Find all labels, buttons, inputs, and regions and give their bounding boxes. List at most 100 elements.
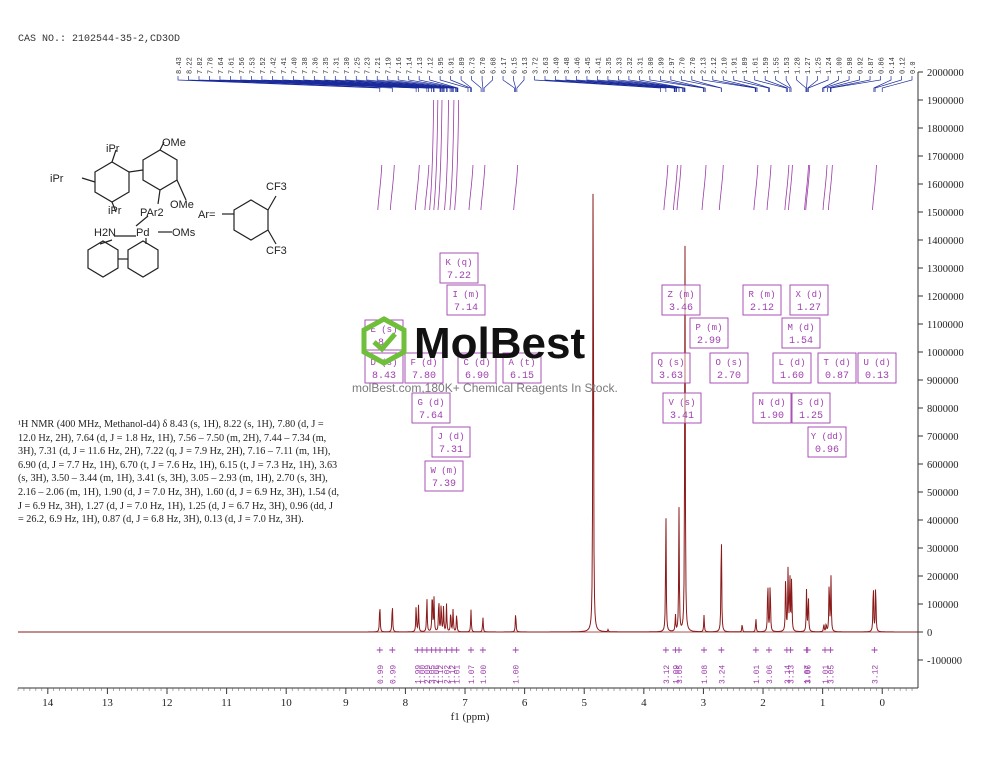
integral-value: 1.01 [822, 665, 831, 684]
y-tick-label: 800000 [927, 404, 959, 415]
y-tick-label: 1200000 [927, 292, 964, 303]
structure-label: iPr [106, 143, 120, 155]
peak-shift-label: 0.86 [879, 57, 887, 74]
integral-value: 3.12 [871, 665, 880, 684]
assignment-shift: 0.87 [825, 371, 849, 382]
peak-label-leader [796, 76, 807, 92]
peak-label-leader [303, 76, 443, 92]
peak-shift-label: 3.00 [648, 57, 656, 74]
peak-shift-label: 0.0 [910, 61, 918, 74]
peak-shift-label: 3.35 [606, 57, 614, 74]
peak-label-leader [324, 76, 445, 92]
integral-value: 3.05 [676, 665, 685, 684]
structure-label: OMs [172, 227, 196, 239]
assignment-box: J (d) 7.31 [431, 426, 471, 458]
integral-value: 0.99 [389, 665, 398, 684]
assignment-letter: P (m) [695, 323, 722, 333]
integral-curve [753, 164, 759, 211]
assignment-shift: 3.46 [669, 303, 693, 314]
integral-value: 1.07 [804, 665, 813, 684]
peak-shift-label: 3.72 [533, 57, 541, 74]
structure-label: OMe [162, 137, 186, 149]
assignment-box: R (m) 2.12 [742, 284, 782, 316]
y-tick-label: 700000 [927, 432, 959, 443]
peak-shift-label: 7.40 [291, 57, 299, 74]
peak-shift-label: 6.73 [470, 57, 478, 74]
assignment-shift: 2.12 [750, 303, 774, 314]
integral-value: 1.12 [449, 665, 458, 684]
assignment-box: Y (dd) 0.96 [807, 426, 847, 458]
integral-value: 2.09 [424, 665, 433, 684]
x-tick-label: 14 [42, 697, 54, 709]
integral-curve [784, 164, 790, 211]
x-tick-label: 3 [701, 697, 707, 709]
integral-value: 1.09 [672, 665, 681, 684]
peak-shift-label: 3.48 [564, 57, 572, 74]
assignment-shift: 1.60 [780, 371, 804, 382]
assignment-letter: M (d) [787, 323, 814, 333]
peak-shift-label: 6.17 [501, 57, 509, 74]
assignment-box-frame [661, 284, 701, 316]
peak-label-leader [822, 76, 839, 92]
y-tick-label: 2000000 [927, 68, 964, 79]
peak-shift-label: 3.41 [595, 57, 603, 74]
peak-shift-label: 7.82 [197, 57, 205, 74]
peak-shift-label: 0.92 [858, 57, 866, 74]
integral-curve [788, 164, 793, 211]
peak-label-leader [313, 76, 444, 92]
assignment-box: T (d) 0.87 [817, 352, 857, 384]
integral-value: 1.08 [701, 665, 710, 684]
peak-label-leader [471, 76, 482, 92]
spectrum-trace-layer [18, 193, 918, 633]
assignment-box-frame [709, 352, 749, 384]
peak-shift-label: 6.13 [522, 57, 530, 74]
x-tick-label: 9 [343, 697, 349, 709]
integrals-layer: 0.99 0.99 1.991.002.093.052.061.122.021.12… [376, 647, 880, 684]
peak-label-leader [334, 76, 447, 92]
peak-label-leader [874, 76, 902, 92]
integral-curve [424, 164, 430, 211]
integral-curve [676, 164, 682, 211]
peak-label-leader [764, 76, 788, 92]
assignment-shift: 1.54 [789, 336, 813, 347]
peak-label-leader [544, 76, 667, 92]
integral-curve [701, 164, 707, 211]
assignment-shift: 2.70 [717, 371, 741, 382]
y-tick-label: 400000 [927, 516, 959, 527]
assignment-letter: G (d) [417, 398, 444, 408]
integral-value: 3.12 [663, 665, 672, 684]
peak-label-leader [576, 76, 677, 92]
assignment-letter: Y (dd) [811, 432, 843, 442]
peak-shift-label: 3.46 [574, 57, 582, 74]
assignment-letter: U (d) [863, 358, 890, 368]
peak-label-leader [743, 76, 770, 92]
assignment-box: N (d) 1.90 [752, 392, 792, 424]
assignment-box-frame [457, 352, 497, 384]
assignment-letter: F (d) [410, 358, 437, 368]
assignment-box: I (m) 7.14 [446, 284, 486, 316]
integral-curve [414, 164, 420, 211]
assignment-box: L (d) 1.60 [772, 352, 812, 384]
structure-label: iPr [108, 205, 122, 217]
peak-label-leader [565, 76, 676, 92]
integral-value: 0.99 [377, 665, 386, 684]
assignment-shift: 1.27 [797, 303, 821, 314]
peak-shift-label: 2.97 [669, 57, 677, 74]
peak-label-leader [701, 76, 756, 92]
integral-value: 1.00 [419, 665, 428, 684]
peak-label-leader [516, 76, 525, 92]
assignment-box: U (d) 0.13 [857, 352, 897, 384]
assignment-shift: 7.64 [419, 411, 443, 422]
assignment-box-frame [404, 352, 444, 384]
assignment-boxes-layer: K (q)7.22I (m)7.14E (s)8.D (s)8.43F (d)7… [364, 252, 897, 492]
integral-value: 3.05 [429, 665, 438, 684]
peak-label-leader [639, 76, 686, 92]
peak-shift-label: 3.49 [553, 57, 561, 74]
assignment-letter: S (d) [797, 398, 824, 408]
peak-label-leader [827, 76, 860, 92]
integral-curve [805, 164, 811, 211]
assignment-box-frame [502, 352, 542, 384]
y-tick-label: 1800000 [927, 124, 964, 135]
integral-value: 1.99 [414, 665, 423, 684]
x-tick-label: 0 [879, 697, 885, 709]
